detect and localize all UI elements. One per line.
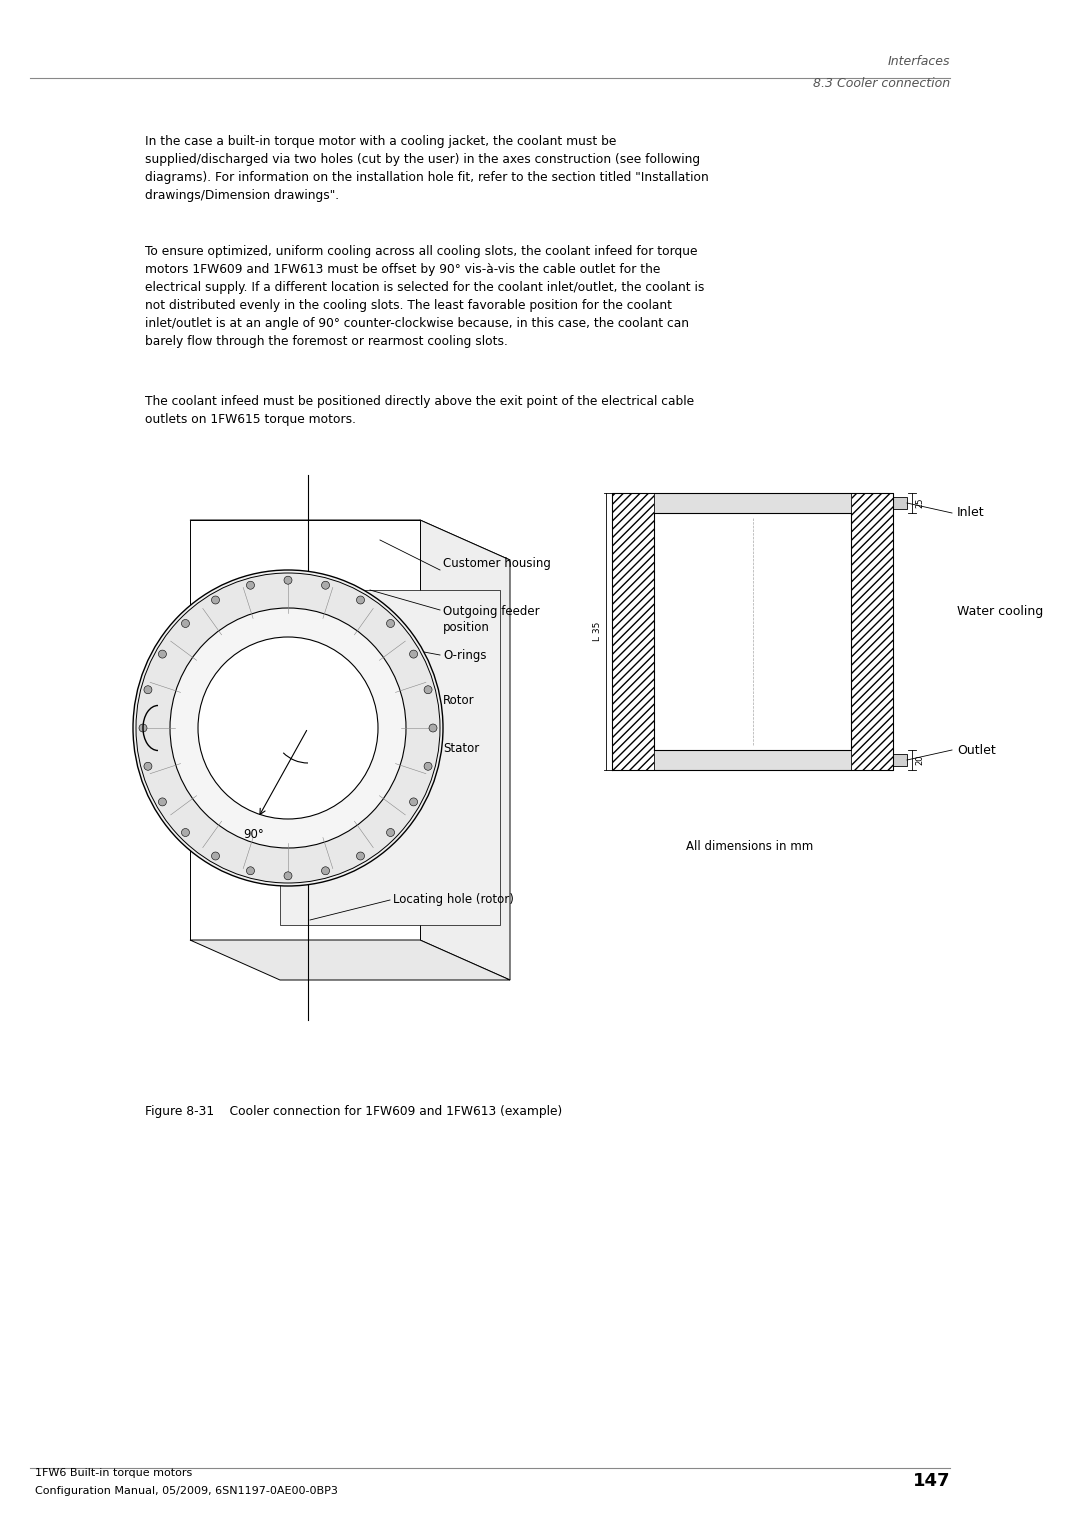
Polygon shape: [280, 589, 500, 925]
Ellipse shape: [181, 620, 189, 628]
Text: 90°: 90°: [243, 828, 264, 841]
Ellipse shape: [144, 762, 152, 770]
Ellipse shape: [212, 596, 219, 605]
Bar: [654, 750, 851, 770]
Text: Water cooling: Water cooling: [957, 605, 1043, 618]
Ellipse shape: [284, 576, 292, 585]
Ellipse shape: [170, 608, 406, 847]
Ellipse shape: [181, 829, 189, 837]
Text: Outlet: Outlet: [957, 744, 996, 756]
Text: Locating hole (rotor): Locating hole (rotor): [393, 893, 514, 907]
Ellipse shape: [356, 596, 365, 605]
Text: To ensure optimized, uniform cooling across all cooling slots, the coolant infee: To ensure optimized, uniform cooling acr…: [145, 244, 704, 348]
Text: Rotor: Rotor: [443, 693, 474, 707]
Text: Configuration Manual, 05/2009, 6SN1197-0AE00-0BP3: Configuration Manual, 05/2009, 6SN1197-0…: [35, 1486, 338, 1496]
Text: In the case a built-in torque motor with a cooling jacket, the coolant must be
s: In the case a built-in torque motor with…: [145, 134, 708, 202]
Text: All dimensions in mm: All dimensions in mm: [687, 840, 813, 854]
Ellipse shape: [159, 799, 166, 806]
Bar: [893, 496, 907, 508]
Ellipse shape: [212, 852, 219, 860]
Ellipse shape: [284, 872, 292, 880]
Polygon shape: [190, 521, 420, 941]
Ellipse shape: [356, 852, 365, 860]
Text: 20: 20: [915, 754, 924, 765]
Ellipse shape: [322, 582, 329, 589]
Ellipse shape: [409, 651, 418, 658]
Text: O-rings: O-rings: [443, 649, 486, 661]
Text: Figure 8-31    Cooler connection for 1FW609 and 1FW613 (example): Figure 8-31 Cooler connection for 1FW609…: [145, 1106, 563, 1118]
Bar: [851, 493, 893, 770]
Ellipse shape: [246, 582, 255, 589]
Polygon shape: [420, 521, 510, 980]
Ellipse shape: [424, 762, 432, 770]
Ellipse shape: [159, 651, 166, 658]
Ellipse shape: [322, 867, 329, 875]
Ellipse shape: [198, 637, 378, 818]
Text: L 35: L 35: [593, 621, 602, 641]
Bar: [893, 754, 907, 767]
Ellipse shape: [429, 724, 437, 731]
Polygon shape: [190, 941, 510, 980]
Text: Stator: Stator: [443, 742, 480, 754]
Ellipse shape: [136, 573, 440, 883]
Ellipse shape: [139, 724, 147, 731]
Text: The coolant infeed must be positioned directly above the exit point of the elect: The coolant infeed must be positioned di…: [145, 395, 694, 426]
Bar: [612, 493, 654, 770]
Ellipse shape: [387, 620, 394, 628]
Text: Inlet: Inlet: [957, 507, 985, 519]
Text: Customer housing: Customer housing: [443, 557, 551, 570]
Ellipse shape: [409, 799, 418, 806]
Text: 8.3 Cooler connection: 8.3 Cooler connection: [813, 76, 950, 90]
Ellipse shape: [144, 686, 152, 693]
Polygon shape: [190, 521, 510, 560]
Text: 25: 25: [915, 498, 924, 508]
Ellipse shape: [133, 570, 443, 886]
Ellipse shape: [246, 867, 255, 875]
Ellipse shape: [424, 686, 432, 693]
Text: 147: 147: [913, 1472, 950, 1490]
Text: 1FW6 Built-in torque motors: 1FW6 Built-in torque motors: [35, 1467, 192, 1478]
Text: Outgoing feeder
position: Outgoing feeder position: [443, 605, 540, 634]
Bar: [654, 493, 851, 513]
Text: Interfaces: Interfaces: [888, 55, 950, 69]
Ellipse shape: [387, 829, 394, 837]
